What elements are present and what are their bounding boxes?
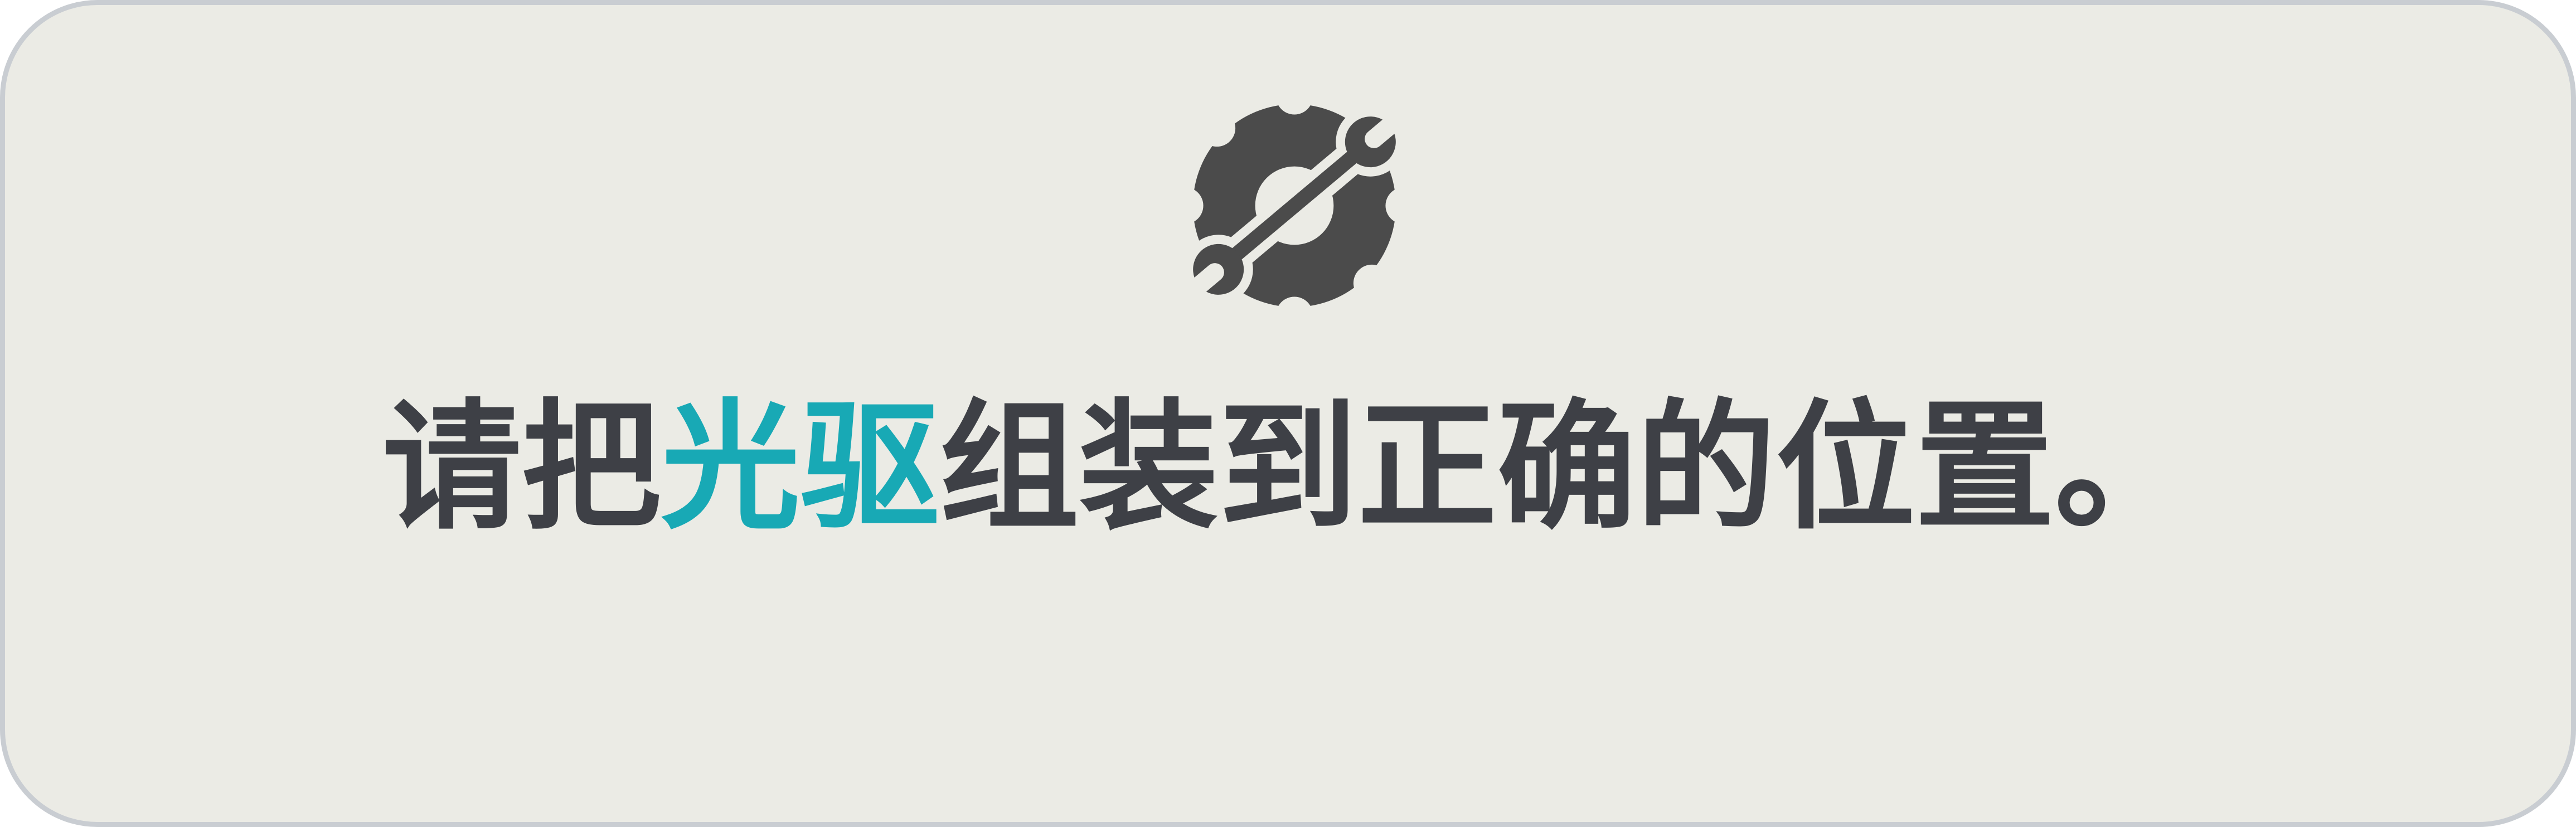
wrench-gear-icon <box>1161 72 1428 339</box>
instruction-text: 请把光驱组装到正确的位置。 <box>5 395 2571 540</box>
instruction-highlight-keyword: 光驱 <box>661 386 940 548</box>
instruction-text-after: 组装到正确的位置。 <box>939 386 2194 548</box>
instruction-text-before: 请把 <box>382 386 661 548</box>
